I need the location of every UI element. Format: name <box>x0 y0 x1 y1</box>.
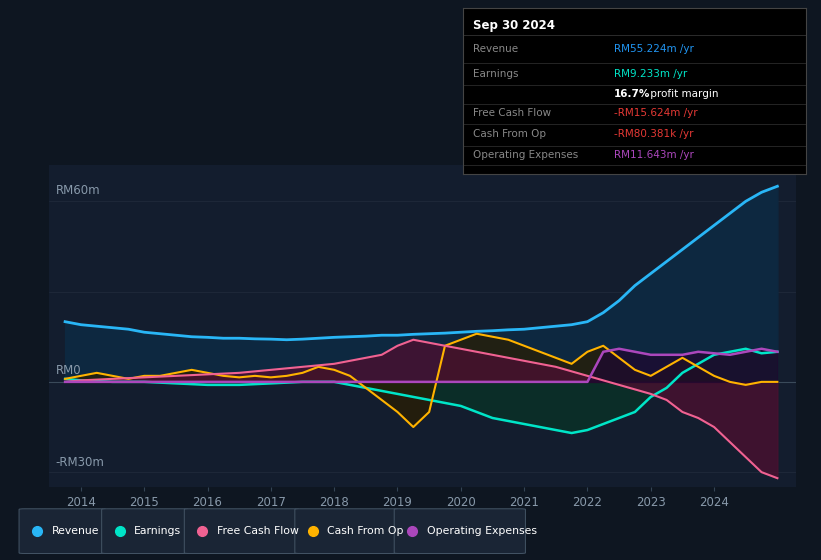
Text: Revenue: Revenue <box>52 526 99 535</box>
Text: profit margin: profit margin <box>647 89 718 99</box>
FancyBboxPatch shape <box>102 509 188 553</box>
FancyBboxPatch shape <box>394 509 525 553</box>
Text: -RM15.624m /yr: -RM15.624m /yr <box>614 108 698 118</box>
Text: Earnings: Earnings <box>474 69 519 78</box>
Text: Operating Expenses: Operating Expenses <box>474 151 579 160</box>
Text: Free Cash Flow: Free Cash Flow <box>474 108 552 118</box>
Text: RM55.224m /yr: RM55.224m /yr <box>614 44 694 54</box>
Text: 16.7%: 16.7% <box>614 89 650 99</box>
FancyBboxPatch shape <box>295 509 398 553</box>
Text: Cash From Op: Cash From Op <box>328 526 404 535</box>
Text: -RM30m: -RM30m <box>56 456 104 469</box>
Text: RM9.233m /yr: RM9.233m /yr <box>614 69 687 78</box>
FancyBboxPatch shape <box>19 509 106 553</box>
FancyBboxPatch shape <box>184 509 299 553</box>
Text: RM60m: RM60m <box>56 184 100 197</box>
Text: -RM80.381k /yr: -RM80.381k /yr <box>614 129 694 139</box>
Text: Revenue: Revenue <box>474 44 519 54</box>
Text: Sep 30 2024: Sep 30 2024 <box>474 19 555 32</box>
Text: Operating Expenses: Operating Expenses <box>427 526 537 535</box>
Text: Cash From Op: Cash From Op <box>474 129 546 139</box>
Text: RM0: RM0 <box>56 365 81 377</box>
Text: RM11.643m /yr: RM11.643m /yr <box>614 151 694 160</box>
Text: Free Cash Flow: Free Cash Flow <box>217 526 299 535</box>
Text: Earnings: Earnings <box>134 526 181 535</box>
